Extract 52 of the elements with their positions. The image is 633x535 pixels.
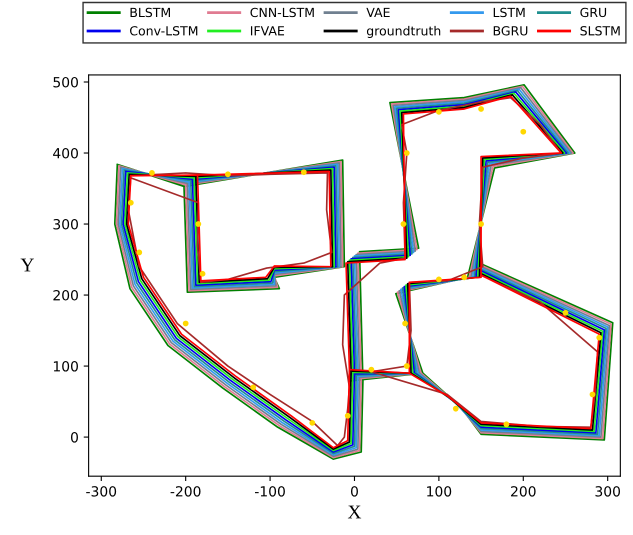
point [368, 366, 374, 373]
legend-label: BGRU [494, 26, 528, 36]
point [590, 392, 596, 398]
point [250, 384, 256, 390]
point [344, 412, 351, 419]
x-tick-label: -100 [255, 486, 285, 497]
point [224, 171, 231, 178]
point [309, 420, 316, 426]
x-tick-label: 200 [511, 486, 536, 497]
point [504, 421, 510, 428]
legend-label: VAE [366, 8, 390, 17]
legend-label: GRU [580, 8, 606, 18]
x-tick-label: 100 [427, 486, 452, 497]
point [520, 128, 526, 135]
point [461, 274, 468, 280]
point [149, 170, 155, 176]
y-tick-label: 200 [53, 290, 78, 301]
point [436, 276, 442, 282]
point [400, 221, 406, 227]
legend-label: LSTM [494, 8, 525, 18]
legend-label: BLSTM [130, 8, 170, 18]
legend-label: SLSTM [580, 26, 620, 36]
y-tick-label: 100 [54, 361, 78, 372]
legend-label: IFVAE [250, 26, 284, 36]
legend-label: Conv-LSTM [130, 26, 198, 36]
point [136, 250, 142, 256]
legend-label: groundtruth [366, 26, 440, 38]
point [404, 363, 410, 369]
point [478, 106, 484, 112]
point [182, 320, 189, 326]
x-tick-label: 300 [595, 486, 620, 497]
point [478, 221, 484, 227]
y-tick-label: 500 [53, 76, 78, 88]
y-tick-label: 400 [53, 148, 78, 158]
point [402, 320, 408, 326]
y-tick-label: 0 [70, 432, 78, 443]
point [128, 200, 134, 206]
point [200, 270, 206, 277]
x-axis-title: X [348, 506, 362, 518]
point [596, 334, 602, 341]
y-tick-label: 300 [53, 219, 78, 230]
point [562, 310, 568, 316]
point [300, 169, 307, 176]
x-tick-label: 0 [350, 486, 358, 497]
y-axis-title: Y [20, 258, 34, 272]
point [195, 221, 202, 227]
x-tick-label: -200 [170, 486, 201, 497]
point [404, 150, 410, 156]
legend-label: CNN-LSTM [250, 8, 314, 18]
point [436, 108, 442, 115]
x-tick-label: -300 [86, 486, 116, 497]
point [452, 406, 459, 412]
